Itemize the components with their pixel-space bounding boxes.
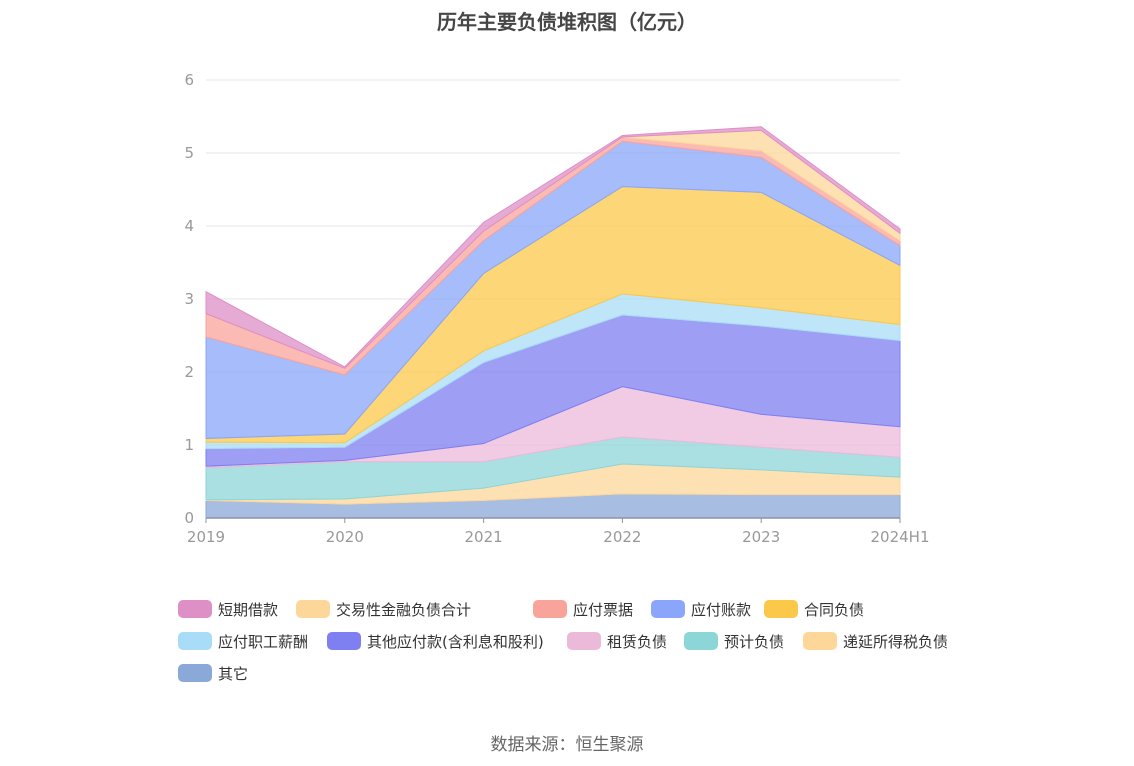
area-series-group [205, 126, 901, 519]
x-tick-label: 2024H1 [871, 528, 930, 546]
legend-item[interactable]: 合同负债 [764, 598, 864, 620]
y-tick-label: 0 [184, 509, 194, 527]
x-tick-label: 2020 [326, 528, 364, 546]
legend-label: 递延所得税负债 [843, 632, 949, 651]
x-tick-label: 2021 [465, 528, 503, 546]
legend-label: 合同负债 [804, 600, 865, 619]
legend-item[interactable]: 租赁负债 [567, 630, 667, 652]
stacked-area-chart: 0 1 2 3 4 5 6 2019 2020 2021 2022 2023 2024H1 [184, 71, 929, 546]
legend-swatch [178, 632, 212, 650]
legend-swatch [764, 600, 798, 618]
legend-label: 租赁负债 [607, 632, 668, 651]
legend-item[interactable]: 递延所得税负债 [803, 630, 948, 652]
legend-label: 应付账款 [691, 600, 752, 619]
y-tick-label: 3 [184, 290, 194, 308]
legend-swatch [803, 632, 837, 650]
legend-swatch [178, 664, 212, 682]
y-tick-label: 1 [184, 436, 194, 454]
source-note: 数据来源：恒生聚源 [490, 735, 644, 755]
x-tick-label: 2022 [603, 528, 641, 546]
legend-label: 其他应付款(含利息和股利) [367, 632, 544, 651]
legend-item[interactable]: 应付账款 [651, 598, 751, 620]
legend-label: 应付职工薪酬 [218, 632, 309, 651]
legend-item[interactable]: 交易性金融负债合计 [296, 598, 471, 620]
legend-label: 预计负债 [724, 632, 785, 651]
legend-swatch [533, 600, 567, 618]
legend-item[interactable]: 短期借款 [178, 598, 278, 620]
legend-label: 其它 [218, 664, 249, 683]
legend-swatch [651, 600, 685, 618]
area-series-10[interactable] [205, 126, 901, 369]
legend-label: 交易性金融负债合计 [336, 600, 472, 619]
x-tick-label: 2023 [742, 528, 780, 546]
legend-swatch [567, 632, 601, 650]
legend-swatch [178, 600, 212, 618]
legend-item[interactable]: 应付票据 [533, 598, 633, 620]
y-tick-label: 6 [184, 71, 194, 89]
legend-item[interactable]: 其它 [178, 662, 248, 684]
legend-swatch [296, 600, 330, 618]
x-tick-label: 2019 [187, 528, 225, 546]
legend-item[interactable]: 预计负债 [684, 630, 784, 652]
legend-item[interactable]: 其他应付款(含利息和股利) [327, 630, 544, 652]
axes: 0 1 2 3 4 5 6 2019 2020 2021 2022 2023 2024H1 [184, 71, 929, 546]
legend-label: 短期借款 [218, 600, 279, 619]
legend-item[interactable]: 应付职工薪酬 [178, 630, 308, 652]
y-tick-label: 5 [184, 144, 194, 162]
y-tick-label: 2 [184, 363, 194, 381]
legend-label: 应付票据 [573, 600, 634, 619]
y-tick-label: 4 [184, 217, 194, 235]
legend-swatch [684, 632, 718, 650]
legend-swatch [327, 632, 361, 650]
chart-title: 历年主要负债堆积图（亿元） [437, 10, 697, 34]
